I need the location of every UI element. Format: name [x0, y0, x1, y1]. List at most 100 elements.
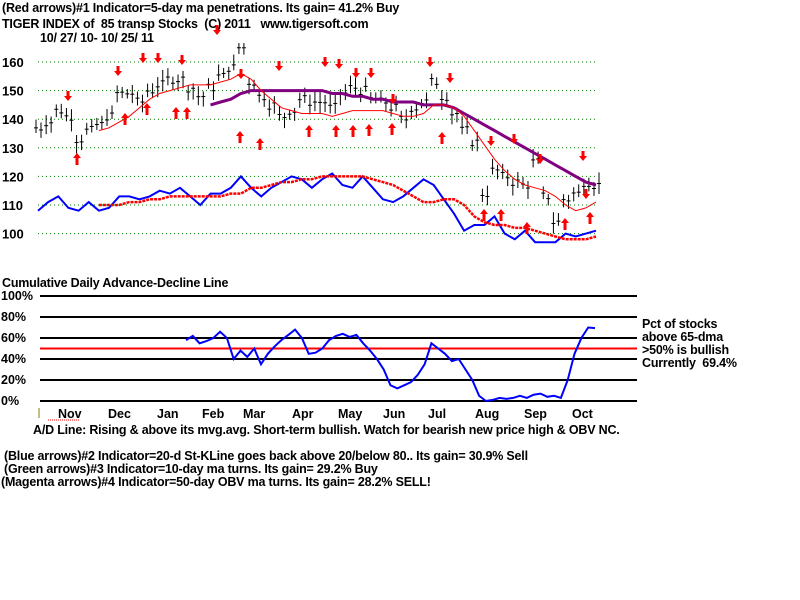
buy-arrow-icon: [172, 107, 180, 112]
sell-arrow-icon: [66, 91, 70, 97]
sell-arrow-icon: [579, 156, 587, 161]
ad-y-tick-100: 100%: [1, 289, 33, 303]
sell-arrow-icon: [538, 154, 542, 160]
sell-arrow-icon: [448, 73, 452, 79]
buy-arrow-icon: [440, 137, 444, 144]
legend-line-2: above 65-dma: [642, 330, 723, 344]
month-label-mar: Mar: [243, 407, 265, 421]
sell-arrow-icon: [426, 62, 434, 67]
buy-arrow-icon: [351, 130, 355, 137]
buy-arrow-icon: [73, 153, 81, 158]
y-tick-150: 150: [2, 84, 24, 99]
sell-arrow-icon: [489, 136, 493, 142]
date-range: 10/ 27/ 10- 10/ 25/ 11: [40, 31, 154, 45]
sell-arrow-icon: [141, 53, 145, 59]
ad-y-tick-40: 40%: [1, 352, 26, 366]
ad-y-tick-80: 80%: [1, 310, 26, 324]
sell-arrow-icon: [487, 141, 495, 146]
buy-arrow-icon: [438, 132, 446, 137]
ad-line-status: A/D Line: Rising & above its mvg.avg. Sh…: [33, 423, 620, 437]
buy-arrow-icon: [563, 223, 567, 230]
sell-arrow-icon: [178, 60, 186, 65]
buy-arrow-icon: [588, 217, 592, 224]
buy-arrow-icon: [349, 125, 357, 130]
sell-arrow-icon: [584, 189, 588, 195]
sell-arrow-icon: [510, 139, 518, 144]
buy-arrow-icon: [523, 222, 531, 227]
sell-arrow-icon: [154, 58, 162, 63]
obv-line: [37, 172, 597, 244]
buy-arrow-icon: [185, 112, 189, 119]
month-label-sep: Sep: [524, 407, 547, 421]
chart-title: TIGER INDEX of 85 transp Stocks (C) 2011…: [2, 17, 369, 31]
buy-arrow-icon: [121, 113, 129, 118]
buy-arrow-icon: [258, 143, 262, 150]
buy-arrow-icon: [388, 123, 396, 128]
month-label-apr: Apr: [292, 407, 314, 421]
y-tick-110: 110: [2, 198, 23, 213]
sell-arrow-icon: [582, 194, 590, 199]
ma65-line: [210, 89, 597, 187]
y-tick-120: 120: [2, 169, 24, 184]
sell-arrow-icon: [367, 73, 375, 78]
sell-arrow-icon: [139, 58, 147, 63]
month-label-jul: Jul: [428, 407, 446, 421]
sell-arrow-icon: [114, 71, 122, 76]
sell-arrow-icon: [446, 78, 454, 83]
month-label-jan: Jan: [157, 407, 179, 421]
indicator4-text: (Magenta arrows)#4 Indicator=50-day OBV …: [1, 475, 431, 489]
sell-arrow-icon: [581, 151, 585, 157]
ad-y-tick-60: 60%: [1, 331, 26, 345]
sell-arrow-icon: [277, 61, 281, 67]
buy-arrow-icon: [497, 209, 505, 214]
sell-arrow-icon: [239, 69, 243, 75]
sell-arrow-icon: [391, 94, 395, 100]
ad-y-tick-20: 20%: [1, 373, 26, 387]
obv-ma-line: [98, 175, 597, 241]
buy-arrow-icon: [525, 227, 529, 234]
sell-arrow-icon: [321, 62, 329, 67]
sell-arrow-icon: [352, 73, 360, 78]
buy-arrow-icon: [499, 214, 503, 221]
buy-arrow-icon: [238, 136, 242, 143]
month-label-nov: Nov: [58, 407, 82, 421]
sell-arrow-icon: [337, 59, 341, 65]
sell-arrow-icon: [275, 66, 283, 71]
indicator2-text: (Blue arrows)#2 Indicator=20-d St-KLine …: [4, 449, 528, 463]
buy-arrow-icon: [183, 107, 191, 112]
sell-arrow-icon: [323, 57, 327, 63]
sell-arrow-icon: [389, 99, 397, 104]
sell-arrow-icon: [512, 134, 516, 140]
sell-arrow-icon: [335, 64, 343, 69]
y-tick-140: 140: [2, 112, 24, 127]
y-tick-100: 100: [2, 227, 24, 242]
month-label-aug: Aug: [475, 407, 499, 421]
buy-arrow-icon: [367, 129, 371, 136]
buy-arrow-icon: [256, 138, 264, 143]
lower-panel-title: Cumulative Daily Advance-Decline Line: [2, 276, 229, 290]
pct-above-ma-line: [185, 326, 596, 403]
buy-arrow-icon: [482, 214, 486, 221]
month-label-oct: Oct: [572, 407, 594, 421]
buy-arrow-icon: [390, 128, 394, 135]
sell-arrow-icon: [213, 30, 221, 35]
y-tick-130: 130: [2, 141, 24, 156]
buy-arrow-icon: [586, 212, 594, 217]
legend-line-3: >50% is bullish: [642, 343, 729, 357]
sell-arrow-icon: [116, 66, 120, 72]
month-label-dec: Dec: [108, 407, 131, 421]
sell-arrow-icon: [536, 159, 544, 164]
sell-arrow-icon: [369, 68, 373, 74]
legend-current: Currently 69.4%: [642, 356, 737, 370]
buy-arrow-icon: [332, 125, 340, 130]
indicator1-text: (Red arrows)#1 Indicator=5-day ma penetr…: [2, 1, 400, 15]
buy-arrow-icon: [145, 108, 149, 115]
ad-y-tick-0: 0%: [1, 394, 19, 408]
buy-arrow-icon: [334, 130, 338, 137]
y-tick-160: 160: [2, 55, 24, 70]
sell-arrow-icon: [64, 96, 72, 101]
buy-arrow-icon: [365, 124, 373, 129]
sell-arrow-icon: [237, 74, 245, 79]
buy-arrow-icon: [123, 118, 127, 125]
sell-arrow-icon: [180, 55, 184, 61]
